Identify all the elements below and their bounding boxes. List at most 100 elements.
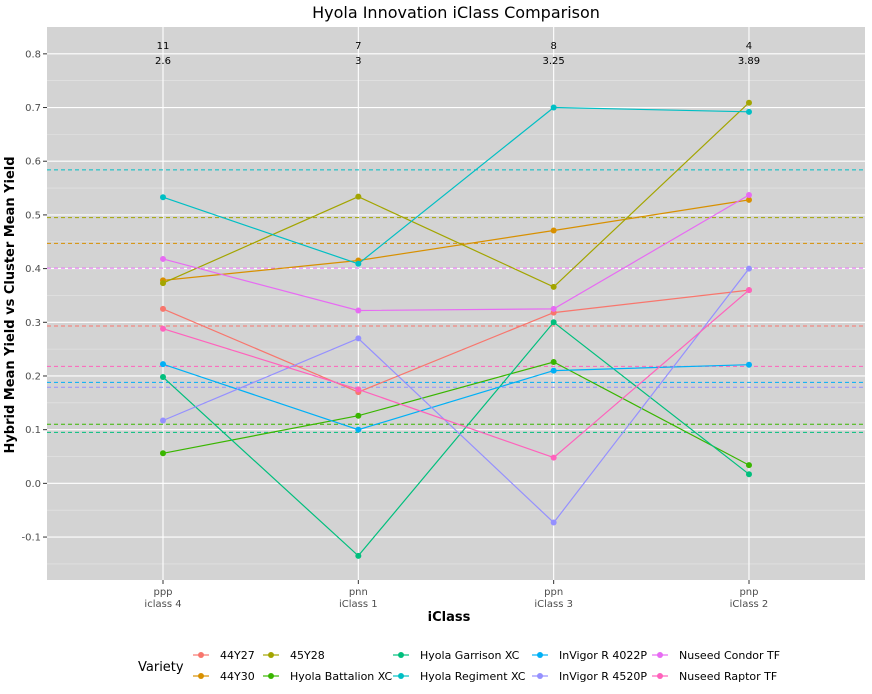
data-point [355,335,362,342]
annotation-value: 2.6 [155,56,171,67]
data-point [160,305,166,312]
x-tick-label: iclass 4 [144,599,181,610]
data-point [745,287,752,294]
data-point [355,260,362,267]
legend-label: Nuseed Raptor TF [679,670,777,683]
series-group [160,99,752,290]
series-group [160,319,752,559]
series-line [162,194,750,312]
data-point [550,359,557,366]
legend-item: Hyola Battalion XC [263,670,393,683]
x-tick-label-code: pnn [349,587,368,598]
data-point [355,412,362,419]
legend-label: Nuseed Condor TF [679,649,780,662]
data-point [160,450,166,457]
annotation-count: 7 [355,41,361,52]
y-tick-label: 0.8 [25,49,41,60]
data-point [550,367,557,374]
data-point [550,319,557,326]
legend-label: Hyola Battalion XC [290,670,393,683]
data-point [355,552,362,559]
y-tick-label: 0.3 [25,318,41,329]
legend-swatch-point [537,673,543,679]
data-point [550,104,557,111]
data-point [550,454,557,461]
x-tick-label: iClass 2 [730,599,769,610]
y-tick-label: 0.1 [25,425,41,436]
legend-item: Hyola Regiment XC [393,670,526,683]
series-line [162,199,750,281]
grid [47,27,865,580]
series-line [162,321,750,557]
legend-title: Variety [138,660,184,675]
x-tick-label: iClass 1 [339,599,378,610]
series-line [162,106,750,265]
legend-item: Nuseed Raptor TF [652,670,777,683]
legend-swatch-point [398,673,404,679]
series-line [162,289,750,393]
legend-item: InVigor R 4520P [532,670,647,683]
series [160,99,752,559]
series-group [160,359,752,469]
data-point [160,374,166,381]
legend-swatch-point [198,673,204,679]
annotations: 11 2.6 7 3 8 3.25 4 3.89 [155,41,760,67]
legend-item: 44Y27 [193,649,255,662]
legend-swatch-point [268,673,274,679]
annotation-value: 3 [355,56,361,67]
legend-item: 44Y30 [193,670,255,683]
data-point [745,471,752,478]
data-point [160,325,166,332]
legend-item: Nuseed Condor TF [652,649,780,662]
data-point [355,386,362,393]
data-point [355,193,362,200]
y-axis-title: Hybrid Mean Yield vs Cluster Mean Yield [3,156,18,453]
legend: Variety 44Y27 44Y30 45Y28 Hyola Battalion X… [138,649,780,683]
x-tick-label-code: pnp [739,587,758,598]
chart-title: Hyola Innovation iClass Comparison [312,3,600,22]
series-group [160,361,752,433]
y-tick-label: -0.1 [21,533,41,544]
data-point [550,227,557,234]
data-point [745,108,752,115]
legend-label: InVigor R 4520P [559,670,647,683]
annotation-count: 11 [157,41,170,52]
y-tick-label: 0.0 [25,479,41,490]
data-point [745,361,752,368]
series-group [160,192,752,314]
legend-swatch-point [537,652,543,658]
data-point [355,426,362,433]
y-tick-label: 0.2 [25,371,41,382]
legend-label: 44Y30 [220,670,255,683]
legend-swatch-point [398,652,404,658]
mean-lines [47,169,865,433]
y-tick-label: 0.6 [25,157,41,168]
x-tick-label-code: ppn [544,587,563,598]
legend-item: Hyola Garrison XC [393,649,520,662]
data-point [745,265,752,272]
data-point [550,283,557,290]
legend-label: 45Y28 [290,649,325,662]
x-tick-label: iClass 3 [534,599,573,610]
y-tick-label: 0.5 [25,210,41,221]
legend-swatch-point [268,652,274,658]
series-line [162,361,750,466]
annotation-count: 4 [746,41,752,52]
data-point [160,280,166,287]
legend-item: 45Y28 [263,649,325,662]
plot-background [47,27,865,580]
legend-label: 44Y27 [220,649,255,662]
x-tick-label-code: ppp [153,587,172,598]
data-point [160,417,166,424]
y-axis: -0.1 0.0 0.1 0.2 0.3 0.4 0.5 0.6 0.7 0.8 [21,49,47,544]
x-axis-title: iClass [428,610,471,625]
data-point [745,196,752,203]
data-point [160,255,166,262]
legend-label: InVigor R 4022P [559,649,647,662]
data-point [550,519,557,526]
annotation-value: 3.89 [738,56,760,67]
data-point [745,462,752,469]
series-line [162,268,750,524]
legend-item: InVigor R 4022P [532,649,647,662]
